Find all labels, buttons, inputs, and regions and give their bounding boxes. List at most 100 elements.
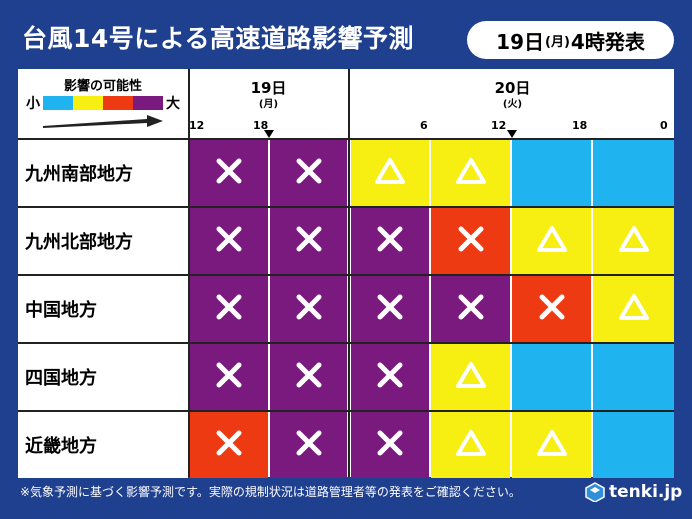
footnote: ※気象予測に基づく影響予測です。実際の規制状況は道路管理者等の発表をご確認くださ… [20, 485, 521, 499]
region-label: 中国地方 [18, 276, 188, 342]
day-header-20: 20日 (火) [351, 69, 674, 138]
divider [18, 410, 674, 412]
forecast-cell [351, 412, 429, 478]
triangle-icon [618, 225, 650, 257]
hour-tick-label: 6 [420, 119, 428, 132]
forecast-cell [593, 344, 674, 410]
triangle-icon [536, 429, 568, 461]
forecast-cell [512, 344, 591, 410]
forecast-cell [190, 276, 268, 342]
logo-text: tenki.jp [609, 482, 683, 502]
forecast-cell [512, 412, 591, 478]
triangle-icon [455, 429, 487, 461]
legend-swatch-red [103, 96, 133, 110]
divider [348, 69, 350, 477]
triangle-icon [618, 293, 650, 325]
page-title: 台風14号による高速道路影響予測 [22, 24, 415, 53]
region-label: 九州南部地方 [18, 140, 188, 206]
tick-marker-icon [264, 130, 274, 138]
day-weekday: (火) [502, 99, 523, 110]
issue-time: 4時発表 [570, 29, 645, 54]
region-label: 四国地方 [18, 344, 188, 410]
day-header-19: 19日 (月) [190, 69, 347, 138]
forecast-cell [190, 344, 268, 410]
tenki-logo: tenki.jp [585, 479, 682, 505]
forecast-cell [512, 276, 591, 342]
forecast-cell [270, 344, 347, 410]
cross-icon [215, 225, 243, 257]
forecast-cell [190, 412, 268, 478]
forecast-cell [270, 412, 347, 478]
cross-icon [457, 293, 485, 325]
cross-icon [215, 293, 243, 325]
forecast-cell [190, 208, 268, 274]
cross-icon [215, 429, 243, 461]
tenki-logo-icon [585, 482, 605, 502]
forecast-cell [512, 140, 591, 206]
divider [18, 206, 674, 208]
region-label: 近畿地方 [18, 412, 188, 478]
cross-icon [376, 225, 404, 257]
day-label: 19日 [250, 79, 287, 97]
forecast-cell [431, 208, 510, 274]
cross-icon [295, 361, 323, 393]
cross-icon [457, 225, 485, 257]
cross-icon [295, 293, 323, 325]
cross-icon [376, 429, 404, 461]
legend-big-label: 大 [166, 96, 180, 112]
triangle-icon [455, 361, 487, 393]
forecast-cell [270, 208, 347, 274]
hour-tick-label: 18 [253, 119, 269, 132]
legend-swatch-blue [43, 96, 73, 110]
cross-icon [215, 157, 243, 189]
legend-swatch-purple [133, 96, 163, 110]
forecast-cell [270, 140, 347, 206]
forecast-cell [351, 276, 429, 342]
region-label: 九州北部地方 [18, 208, 188, 274]
issue-day: 19日 [496, 29, 545, 54]
cross-icon [538, 293, 566, 325]
forecast-cell [351, 344, 429, 410]
divider [18, 138, 674, 140]
forecast-cell [270, 276, 347, 342]
cross-icon [215, 361, 243, 393]
hour-tick-label: 0 [660, 119, 668, 132]
forecast-cell [431, 140, 510, 206]
cross-icon [295, 429, 323, 461]
day-weekday: (月) [258, 99, 279, 110]
hour-tick-label: 12 [189, 119, 205, 132]
forecast-cell [351, 140, 429, 206]
forecast-cell [512, 208, 591, 274]
legend-swatch-yellow [73, 96, 103, 110]
forecast-cell [593, 276, 674, 342]
forecast-cell [431, 412, 510, 478]
hour-tick-label: 12 [491, 119, 507, 132]
forecast-cell [593, 208, 674, 274]
divider [18, 342, 674, 344]
forecast-cell [593, 140, 674, 206]
legend-color-scale [43, 96, 163, 110]
issue-time-badge: 19日 (月) 4時発表 [467, 21, 674, 59]
tick-marker-icon [507, 130, 517, 138]
forecast-cell [351, 208, 429, 274]
cross-icon [295, 225, 323, 257]
issue-weekday: (月) [545, 34, 570, 50]
forecast-cell [431, 344, 510, 410]
legend-small-label: 小 [26, 96, 40, 112]
legend-title: 影響の可能性 [63, 79, 142, 94]
forecast-cell [431, 276, 510, 342]
triangle-icon [374, 157, 406, 189]
day-label: 20日 [494, 79, 531, 97]
hour-tick-label: 18 [572, 119, 588, 132]
divider [18, 274, 674, 276]
triangle-icon [455, 157, 487, 189]
impact-legend: 影響の可能性 小 大 [18, 69, 188, 138]
cross-icon [376, 293, 404, 325]
forecast-cell [190, 140, 268, 206]
legend-arrow-icon [43, 115, 163, 128]
cross-icon [376, 361, 404, 393]
divider [188, 69, 190, 477]
cross-icon [295, 157, 323, 189]
triangle-icon [536, 225, 568, 257]
forecast-cell [593, 412, 674, 478]
